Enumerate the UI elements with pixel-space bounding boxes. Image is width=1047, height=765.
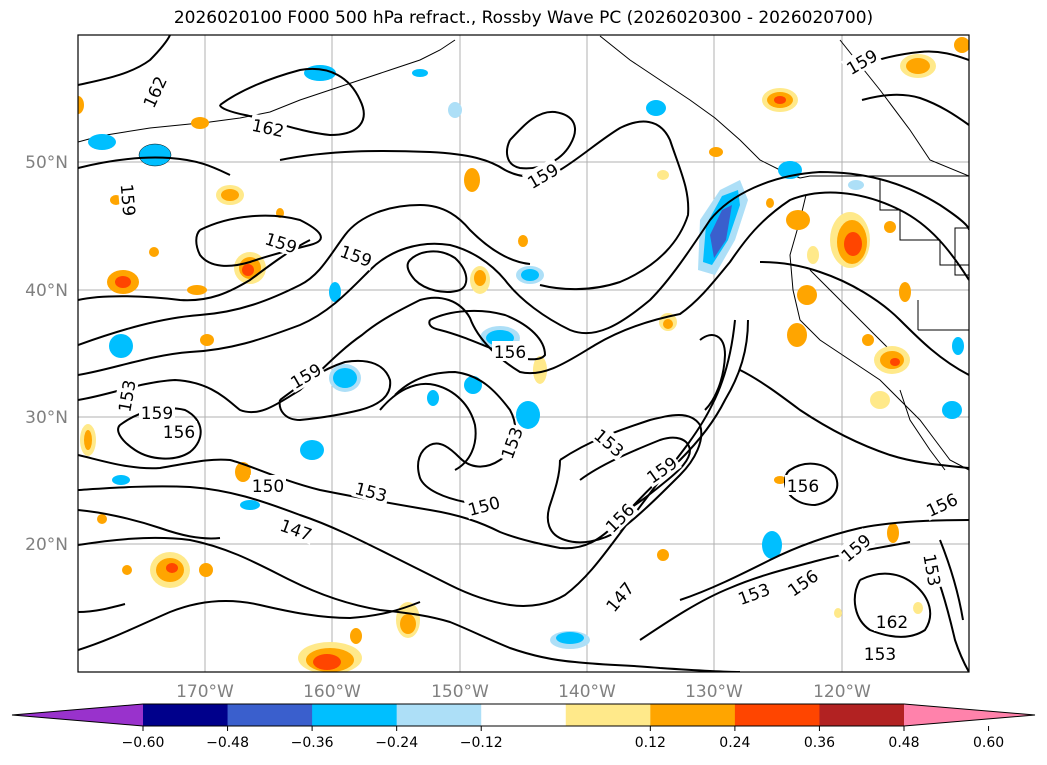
refractivity-contours xyxy=(78,35,969,672)
colorbar-segment xyxy=(312,704,398,726)
colorbar-tick-label: −0.60 xyxy=(122,735,165,751)
colorbar-segment xyxy=(396,704,482,726)
colorbar-extend-min xyxy=(12,704,143,726)
contour-label-background xyxy=(261,226,302,258)
colorbar-segment xyxy=(227,704,313,726)
colorbar-tick-label: −0.48 xyxy=(206,735,249,751)
contour-label: 156 xyxy=(494,343,526,363)
latitude-labels: 50°N 40°N 30°N 20°N xyxy=(25,153,68,555)
contour-label-background xyxy=(835,528,876,567)
longitude-labels: 170°W 160°W 150°W 140°W 130°W 120°W xyxy=(176,682,871,702)
contour-label-background xyxy=(781,563,823,601)
contour-label-background xyxy=(640,450,682,488)
contour-label-background xyxy=(276,513,317,545)
contour-label-background xyxy=(599,497,640,538)
lon-label: 160°W xyxy=(303,682,361,702)
lon-label: 120°W xyxy=(813,682,871,702)
map-frame xyxy=(77,34,970,673)
chart-title: 2026020100 F000 500 hPa refract., Rossby… xyxy=(173,8,874,28)
colorbar-tick-label: 0.12 xyxy=(635,735,666,751)
lat-label: 50°N xyxy=(25,153,68,173)
lon-label: 140°W xyxy=(558,682,616,702)
colorbar-segment xyxy=(734,704,820,726)
colorbar-segment xyxy=(143,704,229,726)
contour-label-background xyxy=(589,423,630,462)
contour-label: 156 xyxy=(787,477,819,497)
lon-label: 170°W xyxy=(176,682,234,702)
contour-label-background xyxy=(139,402,175,422)
contour-label-background xyxy=(495,422,527,463)
colorbar-tick-label: −0.12 xyxy=(460,735,503,751)
lat-label: 30°N xyxy=(25,408,68,428)
lon-label: 150°W xyxy=(431,682,489,702)
contour-label-background xyxy=(921,487,963,521)
lon-label: 130°W xyxy=(685,682,743,702)
contour-label-background xyxy=(920,550,946,590)
contour-label-background xyxy=(250,475,286,495)
contour-label-background xyxy=(785,475,821,495)
contour-label: 159 xyxy=(116,183,139,217)
colorbar-segment xyxy=(481,704,567,726)
colorbar-segment xyxy=(650,704,736,726)
coastlines xyxy=(78,35,969,471)
graticule xyxy=(78,35,969,672)
contour-label-background xyxy=(336,239,377,271)
contour-label-background xyxy=(733,577,774,609)
colorbar-tick-label: −0.24 xyxy=(375,735,418,751)
contour-label-background xyxy=(351,476,392,506)
contour-label: 156 xyxy=(163,423,195,443)
contour-label-background xyxy=(874,611,910,631)
contour-label: 153 xyxy=(864,645,896,665)
colorbar-tick-label: −0.36 xyxy=(291,735,334,751)
contour-label-background xyxy=(463,490,504,520)
colorbar-tick-label: 0.60 xyxy=(973,735,1004,751)
contour-label-background xyxy=(521,157,564,193)
contour-label-background xyxy=(840,43,883,79)
contour-label-background xyxy=(117,181,141,219)
contour-label-background xyxy=(284,357,327,393)
contour-label-background xyxy=(137,71,171,113)
contour-label-background xyxy=(113,376,139,416)
contour-label-background xyxy=(600,576,639,617)
colorbar-tick-label: 0.36 xyxy=(804,735,835,751)
colorbar-segment xyxy=(819,704,905,726)
contour-label-background xyxy=(492,341,528,361)
lat-label: 20°N xyxy=(25,535,68,555)
contour-label: 150 xyxy=(252,477,284,497)
colorbar-tick-label: 0.24 xyxy=(719,735,750,751)
contour-label-background xyxy=(161,421,197,441)
lat-label: 40°N xyxy=(25,281,68,301)
contour-label: 159 xyxy=(141,404,173,424)
contour-label-background xyxy=(862,643,898,663)
colorbar: −0.60 −0.48 −0.36 −0.24 −0.12 0.12 0.24 0.36 0.4… xyxy=(11,703,1036,751)
contour-label-background xyxy=(248,113,288,141)
contour-label: 162 xyxy=(876,613,908,633)
colorbar-extend-max xyxy=(904,704,1035,726)
colorbar-segment xyxy=(565,704,651,726)
colorbar-tick-label: 0.48 xyxy=(888,735,919,751)
